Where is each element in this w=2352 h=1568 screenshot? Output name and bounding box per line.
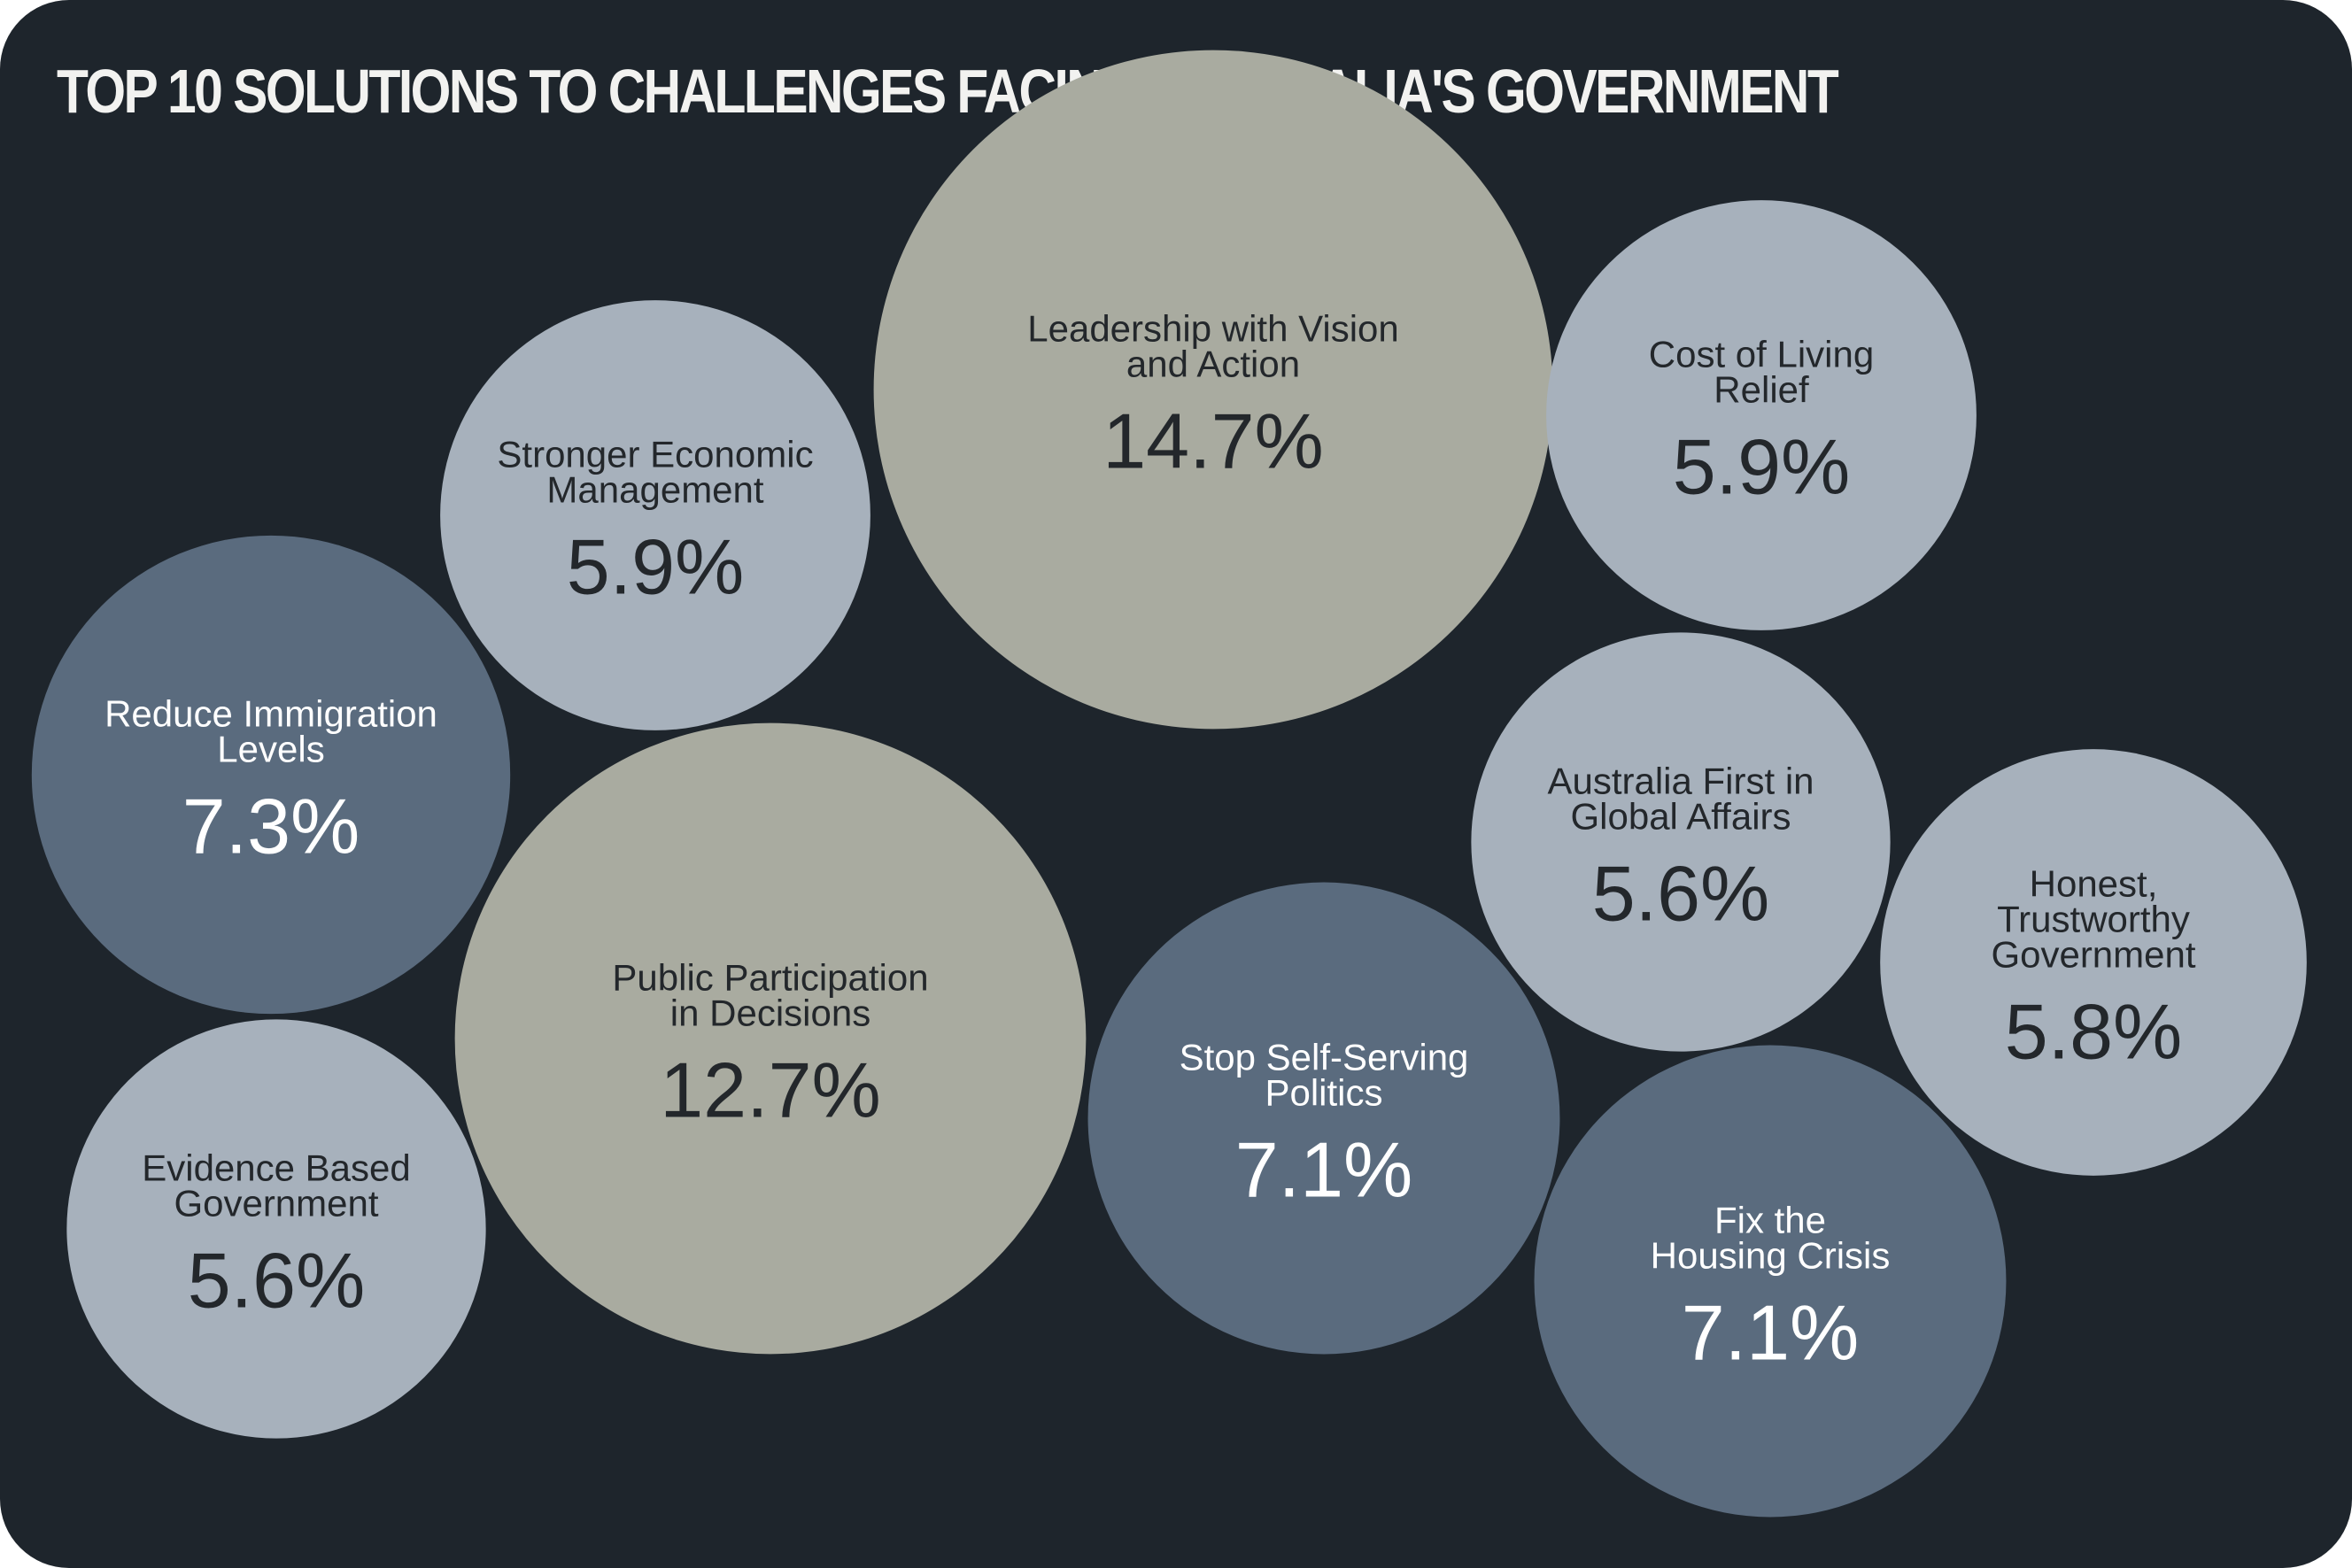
bubble-label: Cost of Living — [1649, 333, 1874, 375]
bubble-circle — [1880, 749, 2307, 1176]
bubble-label: Global Affairs — [1570, 795, 1791, 837]
bubble-circle — [66, 1019, 486, 1439]
bubble-label: Leadership with Vision — [1027, 307, 1399, 349]
bubble-circle — [31, 535, 511, 1015]
chart-title: TOP 10 SOLUTIONS TO CHALLENGES FACING AU… — [57, 57, 1839, 126]
bubble-value-label: 12.7% — [660, 1047, 881, 1134]
bubble-label: Management — [546, 468, 763, 510]
bubble-label: Trustworthy — [1997, 898, 2190, 939]
bubble-label: Levels — [217, 728, 324, 769]
bubble-circle — [1534, 1045, 2007, 1518]
bubble-label: Evidence Based — [142, 1147, 411, 1188]
bubble-label: Reduce Immigration — [104, 692, 437, 734]
bubble-value-label: 7.1% — [1682, 1289, 1860, 1377]
bubble-label: Government — [174, 1182, 378, 1224]
bubble-circle — [1471, 632, 1891, 1052]
bubble-label: in Decisions — [670, 992, 870, 1033]
bubble-circle — [440, 300, 870, 730]
bubble-circle — [1087, 882, 1560, 1355]
bubble-label: Australia First in — [1547, 760, 1814, 801]
bubble-value-label: 5.6% — [1592, 850, 1770, 938]
bubble-value-label: 7.3% — [182, 783, 360, 870]
bubble-value-label: 5.9% — [1673, 423, 1851, 511]
bubble-value-label: 5.6% — [188, 1237, 366, 1325]
bubble-circle — [873, 50, 1553, 730]
bubble-value-label: 14.7% — [1102, 398, 1324, 485]
bubble-label: Fix the — [1714, 1199, 1826, 1240]
bubble-value-label: 5.8% — [2005, 988, 2183, 1076]
bubble-label: and Action — [1126, 343, 1300, 384]
bubble-label: Stronger Economic — [497, 433, 813, 475]
bubble-label: Government — [1991, 933, 2195, 975]
bubble-label: Stop Self-Serving — [1180, 1036, 1469, 1078]
bubble-label: Honest, — [2030, 862, 2158, 904]
bubble-circle — [1546, 200, 1977, 630]
bubble-label: Politics — [1265, 1071, 1382, 1113]
bubble-value-label: 5.9% — [567, 523, 745, 611]
bubble-label: Public Participation — [612, 956, 928, 998]
bubble-label: Relief — [1714, 368, 1809, 410]
bubble-circle — [454, 722, 1087, 1355]
bubble-value-label: 7.1% — [1235, 1126, 1413, 1214]
bubble-label: Housing Crisis — [1651, 1234, 1891, 1276]
